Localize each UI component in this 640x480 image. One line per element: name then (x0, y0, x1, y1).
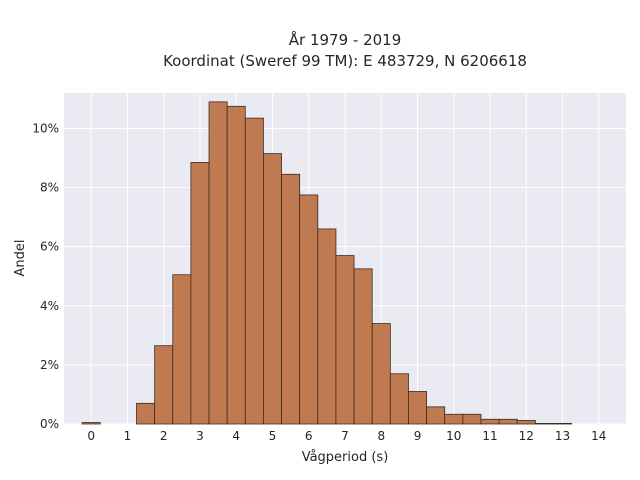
x-tick-label: 9 (414, 429, 422, 443)
histogram-bar (281, 173, 301, 425)
histogram-bar (516, 420, 536, 425)
x-tick-label: 7 (341, 429, 349, 443)
histogram-bar (299, 194, 319, 425)
histogram-bar (190, 162, 210, 425)
histogram-bar (498, 418, 518, 425)
histogram-bar (426, 406, 446, 425)
histogram-bar (353, 268, 373, 425)
histogram-bar (408, 391, 427, 425)
histogram-bar (389, 373, 409, 425)
x-tick-label: 11 (482, 429, 497, 443)
x-tick-label: 1 (124, 429, 132, 443)
histogram-bar (371, 323, 391, 425)
y-axis-label: Andel (13, 240, 28, 277)
histogram-bar (172, 274, 192, 425)
histogram-bar (263, 153, 282, 425)
y-tick-label: 4% (40, 299, 59, 313)
x-tick-label: 2 (160, 429, 168, 443)
x-tick-label: 10 (446, 429, 461, 443)
x-tick-label: 5 (269, 429, 277, 443)
y-tick-label: 10% (32, 121, 59, 135)
x-tick-label: 14 (591, 429, 606, 443)
x-tick-label: 13 (555, 429, 570, 443)
x-tick-label: 6 (305, 429, 313, 443)
histogram-bar (534, 423, 554, 425)
x-tick-label: 3 (196, 429, 204, 443)
x-tick-label: 4 (232, 429, 240, 443)
histogram-bar (317, 228, 337, 425)
x-tick-label: 0 (87, 429, 95, 443)
y-tick-label: 2% (40, 358, 59, 372)
x-axis-label: Vågperiod (s) (302, 450, 389, 465)
histogram-bar (208, 101, 228, 425)
chart-title-line-2: Koordinat (Sweref 99 TM): E 483729, N 62… (163, 52, 527, 70)
histogram-bar (462, 413, 482, 425)
histogram-bar (154, 345, 174, 425)
histogram-bar (444, 413, 464, 425)
y-tick-label: 6% (40, 240, 59, 254)
x-tick-labels: 0 1 2 3 4 5 6 7 8 9 10 11 12 13 14 (87, 429, 606, 443)
histogram-bar (81, 422, 101, 425)
histogram-bar (553, 423, 573, 425)
x-tick-label: 12 (519, 429, 534, 443)
y-tick-labels: 0% 2% 4% 6% 8% 10% (32, 121, 59, 431)
histogram-bar (480, 418, 500, 425)
histogram-bar (335, 255, 355, 425)
x-tick-label: 8 (377, 429, 385, 443)
y-tick-label: 0% (40, 417, 59, 431)
y-tick-label: 8% (40, 181, 59, 195)
grid-lines (64, 93, 626, 425)
histogram-bars (81, 101, 573, 425)
histogram-bar (244, 117, 264, 425)
histogram-bar (226, 105, 246, 425)
histogram-bar (136, 402, 156, 425)
chart-title-line-1: År 1979 - 2019 (289, 30, 402, 49)
